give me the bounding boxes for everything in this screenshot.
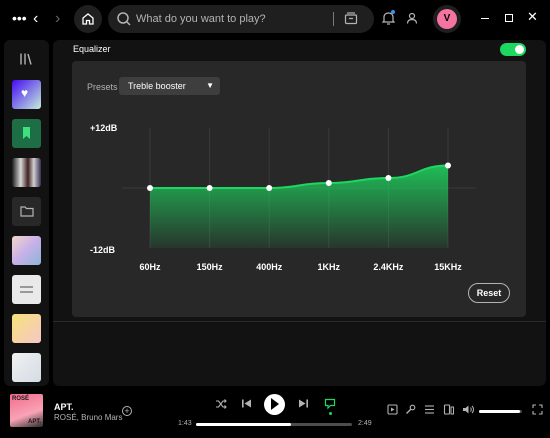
notification-dot [391,10,395,14]
notification-bell-icon[interactable] [382,11,395,25]
track-title[interactable]: APT. [54,402,74,412]
shuffle-icon[interactable] [215,398,227,410]
frequency-tick-label: 1KHz [318,262,341,272]
microphone-icon[interactable] [405,404,416,415]
home-button[interactable] [74,5,102,33]
album-art-line [20,286,33,288]
album-tile[interactable] [12,353,41,382]
equalizer-title: Equalizer [73,44,111,54]
search-divider [333,12,334,26]
equalizer-toggle[interactable] [500,43,526,56]
heart-icon: ♥ [21,86,29,100]
progress-fill [196,423,292,426]
cover-text: APT. [28,419,42,425]
db-max-label: +12dB [90,123,118,133]
eq-band-handle[interactable] [445,162,451,169]
album-tile[interactable] [12,275,41,304]
db-min-label: -12dB [90,245,116,255]
play-button[interactable] [264,394,285,415]
divider [53,321,546,322]
album-tile[interactable] [12,314,41,343]
album-cover[interactable]: ROSÉ APT. [10,394,43,427]
frequency-tick-label: 2.4KHz [373,262,404,272]
folder-icon [20,206,34,217]
queue-icon[interactable] [424,404,435,415]
cover-text: ROSÉ [12,396,30,402]
search-input[interactable] [136,11,336,27]
now-playing-view-icon[interactable] [387,404,398,415]
frequency-tick-label: 60Hz [139,262,161,272]
close-icon[interactable]: ✕ [527,9,538,24]
eq-band-handle[interactable] [206,185,213,191]
bookmark-icon [23,127,30,139]
frequency-tick-label: 150Hz [197,262,224,272]
track-artist[interactable]: ROSÉ, Bruno Mars [54,413,123,422]
progress-bar[interactable] [196,423,352,426]
toggle-knob [515,45,524,54]
library-sidebar: ♥ [4,40,49,386]
eq-band-handle[interactable] [385,175,392,181]
minimize-icon[interactable] [481,18,489,19]
add-to-library-button[interactable]: + [122,406,132,416]
next-track-icon[interactable] [298,398,309,409]
folder-tile[interactable] [12,197,41,226]
library-icon[interactable] [19,52,33,66]
top-bar: ••• ‹ › V ✕ [0,0,550,38]
forward-arrow-icon[interactable]: › [55,10,61,27]
chevron-down-icon: ▼ [206,81,214,90]
play-icon [271,398,279,410]
saved-episodes-tile[interactable] [12,119,41,148]
volume-icon[interactable] [462,404,475,415]
browse-icon[interactable] [344,11,358,25]
lyrics-icon[interactable] [324,398,336,410]
now-playing-bar: ROSÉ APT. APT. ROSÉ, Bruno Mars + 1:43 2… [0,388,550,438]
liked-songs-tile[interactable]: ♥ [12,80,41,109]
equalizer-panel: Presets Treble booster ▼ 60Hz 150Hz 400Hz 1… [72,61,526,317]
frequency-tick-label: 15KHz [434,262,462,272]
fullscreen-icon[interactable] [532,404,543,415]
duration-time: 2:49 [358,420,372,427]
home-icon [82,13,94,25]
user-avatar-button[interactable]: V [433,5,461,33]
avatar: V [437,9,457,29]
frequency-tick-label: 400Hz [256,262,283,272]
search-icon [117,12,131,26]
album-art-line [20,291,33,293]
album-tile[interactable] [12,236,41,265]
main-view: Equalizer Presets Treble booster ▼ 60Hz 1… [53,40,546,386]
search-bar[interactable] [108,5,374,33]
menu-dots-icon[interactable]: ••• [12,10,27,26]
presets-dropdown[interactable]: Treble booster ▼ [119,77,220,95]
eq-band-handle[interactable] [266,185,273,191]
reset-button[interactable]: Reset [468,283,510,303]
previous-track-icon[interactable] [241,398,252,409]
presets-label: Presets [87,82,118,92]
maximize-icon[interactable] [505,14,513,22]
eq-area-fill [150,165,448,248]
playlist-tile[interactable] [12,158,41,187]
elapsed-time: 1:43 [178,420,192,427]
volume-slider[interactable] [479,410,522,413]
volume-fill [479,410,520,413]
active-indicator [329,412,332,415]
back-arrow-icon[interactable]: ‹ [33,10,39,27]
eq-band-handle[interactable] [325,180,332,186]
friend-activity-icon[interactable] [405,11,419,25]
presets-value: Treble booster [128,81,186,91]
equalizer-chart[interactable]: 60Hz 150Hz 400Hz 1KHz 2.4KHz 15KHz +12dB -12dB [72,61,526,317]
connect-device-icon[interactable] [443,404,454,415]
eq-band-handle[interactable] [147,185,153,191]
